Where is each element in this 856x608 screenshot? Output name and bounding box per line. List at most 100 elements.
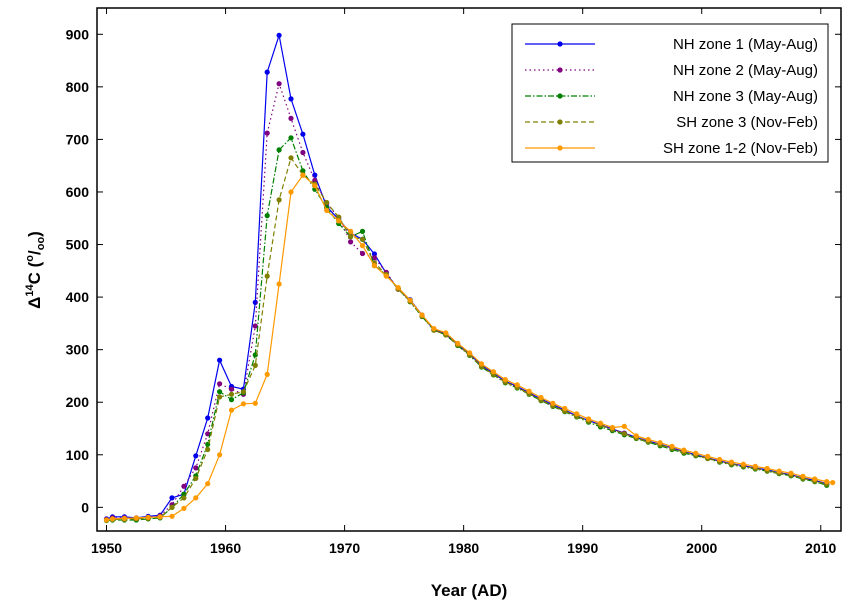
data-point [681, 447, 687, 453]
data-point [324, 207, 330, 213]
data-point [264, 213, 270, 219]
data-point [228, 397, 235, 403]
data-point [300, 149, 306, 156]
data-point [383, 273, 389, 279]
data-point [669, 443, 675, 449]
legend-marker [557, 93, 563, 99]
x-tick-label: 1970 [329, 540, 360, 556]
x-tick-label: 1960 [210, 540, 241, 556]
legend-label: NH zone 3 (May-Aug) [673, 88, 818, 105]
data-point [217, 452, 223, 458]
data-point [705, 453, 711, 459]
y-tick-label: 900 [66, 26, 90, 42]
data-point [371, 255, 377, 261]
data-point [193, 495, 199, 501]
legend-label: SH zone 3 (Nov-Feb) [676, 114, 818, 131]
series-5 [103, 172, 836, 523]
y-tick-label: 700 [66, 131, 90, 147]
data-point [205, 415, 211, 421]
data-point [348, 228, 354, 234]
x-tick-label: 1950 [91, 540, 122, 556]
data-point [800, 473, 806, 479]
y-axis-title-c: C ( [25, 261, 44, 284]
data-point [252, 362, 258, 368]
data-point [419, 312, 425, 318]
y-tick-label: 300 [66, 342, 90, 358]
data-point [562, 405, 568, 412]
x-axis-title: Year (AD) [431, 581, 508, 600]
data-point [371, 263, 377, 269]
x-axis-ticks: 1950 1960 1970 1980 1990 2000 2010 [91, 8, 837, 556]
legend-box [511, 23, 829, 163]
data-point [830, 480, 836, 486]
data-point [478, 361, 485, 367]
data-point [276, 81, 282, 87]
data-point [586, 416, 592, 422]
data-point [657, 440, 663, 446]
y-axis-title-group: Δ14C (o/oo) [24, 231, 47, 309]
data-point [502, 377, 508, 383]
data-point [514, 382, 520, 388]
y-axis-title-slash: / [25, 250, 44, 255]
data-point [217, 381, 223, 387]
y-axis-title-sub-oo: oo [35, 237, 47, 251]
data-point [181, 491, 187, 497]
data-point [359, 243, 366, 249]
data-point [312, 177, 318, 183]
legend-label: NH zone 2 (May-Aug) [673, 62, 818, 79]
data-point [359, 228, 366, 234]
data-point [609, 424, 616, 431]
y-tick-label: 500 [66, 237, 90, 253]
data-point [371, 251, 377, 257]
data-point [109, 516, 116, 522]
data-point [324, 199, 330, 206]
data-point [228, 407, 235, 413]
y-axis-title-delta: Δ [25, 297, 44, 309]
data-point [217, 357, 223, 363]
data-point [359, 236, 366, 242]
data-point [443, 330, 449, 336]
data-point [336, 218, 342, 224]
data-point [181, 483, 187, 489]
data-point [169, 495, 175, 501]
data-point [288, 115, 294, 121]
data-point [228, 386, 235, 392]
data-point [228, 391, 235, 397]
y-axis-title-sup-o: o [24, 255, 36, 262]
data-point [288, 155, 294, 161]
y-axis-ticks: 0 100 200 300 400 500 600 700 800 900 [66, 26, 841, 515]
data-point [145, 514, 151, 520]
data-point [169, 513, 175, 519]
data-point [264, 371, 270, 377]
data-point [157, 514, 163, 520]
y-axis-title: Δ14C (o/oo) [24, 231, 47, 309]
y-tick-label: 600 [66, 184, 90, 200]
data-point [538, 394, 544, 401]
data-point [169, 504, 175, 510]
data-point [431, 326, 437, 332]
data-point [264, 273, 270, 279]
data-point [621, 423, 627, 429]
data-point [217, 394, 223, 400]
legend-label: NH zone 1 (May-Aug) [673, 36, 818, 53]
data-point [133, 515, 139, 521]
data-point [288, 135, 294, 141]
data-point [336, 214, 342, 220]
y-axis-title-close: ) [25, 231, 44, 237]
data-point [193, 453, 199, 459]
data-point [788, 470, 794, 476]
x-axis-title-group: Year (AD) [431, 581, 508, 600]
data-point [621, 431, 627, 437]
data-point [728, 459, 735, 465]
data-point [217, 389, 223, 395]
x-tick-label: 1990 [567, 540, 598, 556]
legend-marker [557, 67, 563, 73]
data-point [693, 450, 699, 456]
y-tick-label: 200 [66, 394, 90, 410]
data-point [812, 476, 818, 482]
data-point [276, 147, 282, 153]
legend: NH zone 1 (May-Aug) NH zone 2 (May-Aug) NH… [511, 23, 829, 163]
data-point [776, 468, 782, 474]
data-point [407, 297, 413, 303]
data-point [181, 495, 187, 501]
